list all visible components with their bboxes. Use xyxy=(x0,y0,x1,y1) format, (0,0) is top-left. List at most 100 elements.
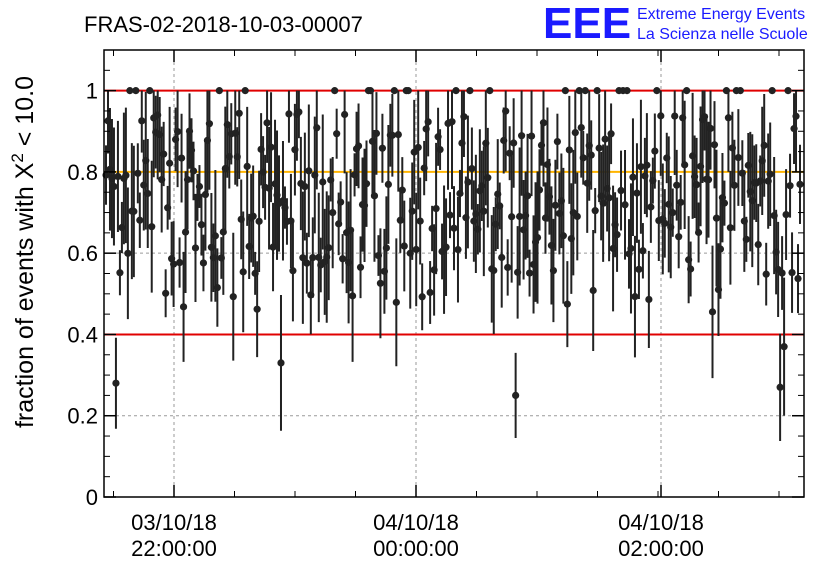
data-point xyxy=(724,114,733,122)
data-point xyxy=(376,279,385,287)
data-point xyxy=(651,147,659,155)
data-point xyxy=(394,130,402,139)
data-point xyxy=(776,383,784,391)
data-point xyxy=(559,232,567,240)
data-point xyxy=(348,292,357,300)
data-point xyxy=(704,176,713,184)
data-point xyxy=(587,151,595,159)
data-point xyxy=(533,234,542,242)
data-point xyxy=(418,293,426,301)
data-point xyxy=(504,263,512,272)
data-point xyxy=(754,241,762,249)
data-point xyxy=(643,161,651,169)
data-point xyxy=(432,204,440,213)
data-point xyxy=(136,216,144,224)
data-point xyxy=(146,87,154,95)
data-point xyxy=(356,263,365,271)
y-axis-label-main: fraction of events with X xyxy=(11,162,39,428)
data-point xyxy=(631,293,639,301)
data-point xyxy=(410,148,418,156)
data-point xyxy=(362,180,371,188)
data-point xyxy=(243,162,251,170)
data-point xyxy=(518,132,526,140)
data-point xyxy=(539,119,548,127)
data-point xyxy=(484,174,492,182)
data-point xyxy=(442,243,450,251)
data-point xyxy=(766,170,774,178)
data-point xyxy=(229,293,237,301)
data-point xyxy=(561,87,569,95)
data-point xyxy=(144,189,152,198)
y-axis-label-sup: 2 xyxy=(8,153,27,162)
data-point xyxy=(762,270,770,278)
data-point xyxy=(412,245,420,254)
data-point xyxy=(490,266,498,275)
data-point xyxy=(114,172,122,181)
data-point xyxy=(726,224,735,232)
data-point xyxy=(436,145,444,154)
data-point xyxy=(378,144,387,152)
data-point xyxy=(486,87,494,95)
data-point xyxy=(579,154,587,162)
data-point xyxy=(132,87,140,95)
data-point xyxy=(197,221,206,229)
data-point xyxy=(784,87,792,95)
data-point xyxy=(241,87,249,95)
data-point xyxy=(692,181,701,189)
data-point xyxy=(450,224,458,232)
data-point xyxy=(551,201,560,209)
data-point xyxy=(589,286,597,295)
x-tick-date: 03/10/18 xyxy=(131,510,217,535)
data-point xyxy=(512,391,520,400)
data-point xyxy=(657,112,665,120)
data-point xyxy=(671,112,679,120)
data-point xyxy=(138,117,146,125)
chart-title: FRAS-02-2018-10-03-00007 xyxy=(84,12,363,37)
data-point xyxy=(694,228,703,237)
data-point xyxy=(173,127,182,136)
data-point xyxy=(255,217,263,225)
x-tick-date: 04/10/18 xyxy=(373,510,459,535)
data-point xyxy=(710,141,719,149)
logo-line2: La Scienza nelle Scuole xyxy=(637,26,808,43)
data-point xyxy=(110,182,118,191)
data-point xyxy=(166,159,174,167)
data-point xyxy=(319,178,327,186)
data-point xyxy=(124,249,132,257)
data-point xyxy=(329,208,337,217)
data-point xyxy=(267,143,275,151)
data-point xyxy=(480,207,488,215)
data-point xyxy=(130,207,138,215)
data-point xyxy=(170,260,178,268)
data-point xyxy=(325,244,333,252)
data-point xyxy=(195,182,204,191)
data-point xyxy=(126,87,134,95)
data-point xyxy=(730,181,738,189)
data-point xyxy=(553,137,561,146)
data-point xyxy=(175,258,184,267)
data-point xyxy=(253,305,261,313)
data-point xyxy=(792,112,800,120)
data-point xyxy=(527,132,536,140)
data-point xyxy=(593,87,601,95)
data-point xyxy=(460,113,468,121)
data-point xyxy=(466,87,474,95)
data-point xyxy=(400,242,408,250)
data-point xyxy=(635,265,643,273)
data-point xyxy=(549,266,558,275)
data-point xyxy=(794,274,802,283)
data-point xyxy=(448,118,456,126)
data-point xyxy=(263,119,271,127)
data-point xyxy=(788,268,796,277)
data-point xyxy=(354,142,363,150)
data-point xyxy=(786,182,794,190)
data-point xyxy=(333,130,341,138)
data-point xyxy=(464,178,472,186)
x-tick-time: 00:00:00 xyxy=(373,536,459,561)
data-point xyxy=(162,289,170,297)
data-point xyxy=(426,288,434,297)
data-point xyxy=(341,110,349,119)
y-axis-label-tail: < 10.0 xyxy=(11,76,39,153)
